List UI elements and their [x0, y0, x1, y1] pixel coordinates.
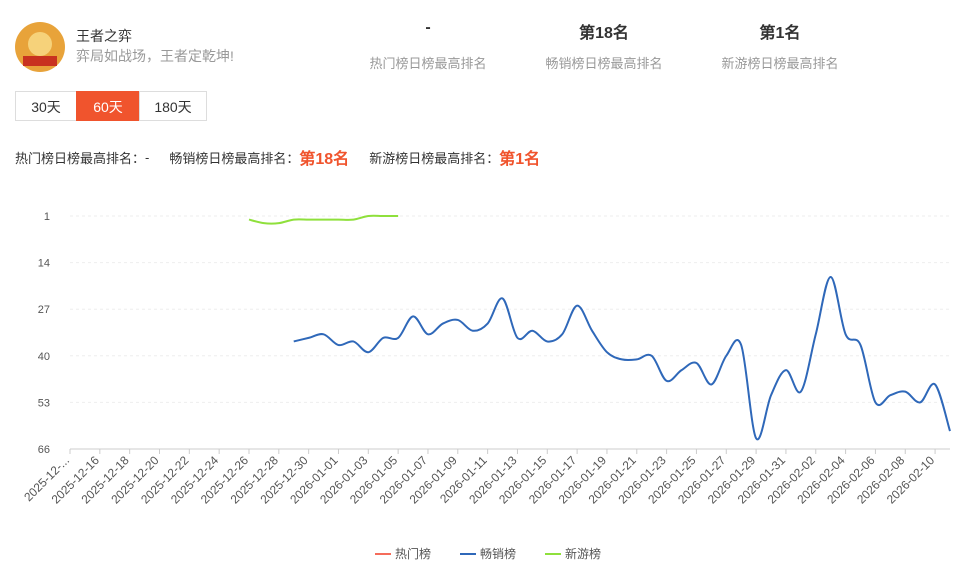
summary-label: 新游榜日榜最高排名：: [369, 150, 500, 166]
legend-label[interactable]: 热门榜: [395, 546, 431, 561]
stat-label: 热门榜日榜最高排名: [369, 56, 487, 71]
app-title: 王者之弈: [76, 28, 132, 44]
stat-value: 第1名: [759, 25, 801, 42]
summary-value: 第1名: [499, 151, 541, 168]
stat-value: 第18名: [579, 25, 629, 42]
summary-value: -: [145, 149, 150, 165]
y-tick-label: 14: [38, 258, 50, 270]
summary: 热门榜日榜最高排名： - 畅销榜日榜最高排名： 第18名 新游榜日榜最高排名： 第1名: [15, 145, 540, 169]
y-tick-label: 27: [38, 304, 50, 316]
stat-label: 新游榜日榜最高排名: [721, 56, 839, 71]
summary-value: 第18名: [299, 151, 350, 168]
summary-label: 热门榜日榜最高排名：: [15, 150, 146, 166]
stat-label: 畅销榜日榜最高排名: [545, 56, 663, 71]
series-line: [248, 214, 399, 225]
tab[interactable]: 30天: [15, 91, 77, 121]
y-tick-label: 66: [38, 444, 50, 456]
tab[interactable]: 60天: [76, 91, 140, 121]
legend-label[interactable]: 畅销榜: [480, 546, 516, 561]
avatar: [15, 22, 65, 72]
series-line: [293, 275, 951, 441]
app-subtitle: 弈局如战场，王者定乾坤!: [76, 48, 234, 64]
y-tick-label: 40: [38, 351, 50, 363]
y-tick-label: 1: [44, 211, 50, 223]
tab[interactable]: 180天: [139, 91, 207, 121]
legend-label[interactable]: 新游榜: [565, 546, 601, 561]
stat-value: -: [425, 19, 431, 36]
summary-label: 畅销榜日榜最高排名：: [169, 150, 300, 166]
y-tick-label: 53: [38, 397, 50, 409]
